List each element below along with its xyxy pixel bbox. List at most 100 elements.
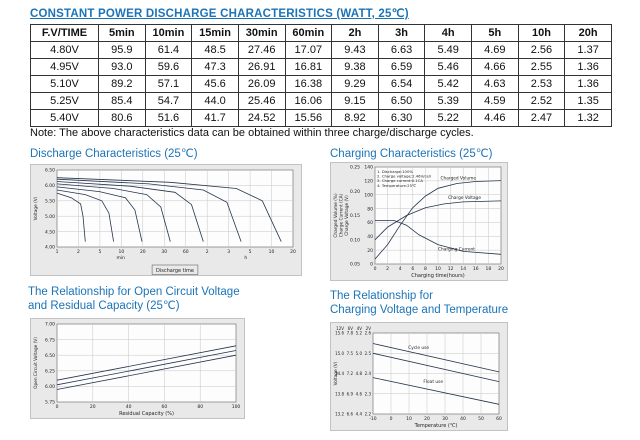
table-cell: 5.46 bbox=[424, 58, 472, 76]
svg-text:0.20: 0.20 bbox=[350, 189, 360, 195]
svg-text:6.9: 6.9 bbox=[347, 391, 354, 396]
table-row: 5.25V 85.4 54.7 44.0 25.46 16.06 9.15 6.50 5.39 4… bbox=[30, 92, 612, 110]
table-cell: 24.52 bbox=[237, 109, 286, 127]
table-cell: 26.91 bbox=[237, 58, 286, 76]
svg-text:20: 20 bbox=[290, 249, 296, 255]
svg-text:0.05: 0.05 bbox=[350, 262, 360, 268]
table-cell: 48.5 bbox=[191, 41, 239, 59]
svg-text:min: min bbox=[116, 255, 125, 261]
svg-text:20: 20 bbox=[367, 248, 373, 254]
svg-text:4.4: 4.4 bbox=[356, 412, 363, 417]
table-cell: 85.4 bbox=[98, 92, 146, 110]
table-cell: 17.07 bbox=[284, 41, 333, 59]
note-text: Note: The above characteristics data can… bbox=[30, 127, 474, 139]
svg-text:12V: 12V bbox=[336, 326, 344, 331]
svg-text:16: 16 bbox=[473, 266, 479, 272]
svg-text:10: 10 bbox=[406, 416, 412, 422]
svg-text:12: 12 bbox=[448, 266, 454, 272]
svg-text:2. Charge voltage:2.46V/cell: 2. Charge voltage:2.46V/cell bbox=[377, 174, 431, 179]
table-cell: 1.37 bbox=[564, 41, 612, 59]
table-cell: 5.42 bbox=[424, 75, 472, 93]
column-header: 4h bbox=[424, 24, 472, 42]
svg-text:6.25: 6.25 bbox=[45, 369, 55, 375]
table-cell: 9.15 bbox=[331, 92, 379, 110]
table-cell: 47.3 bbox=[191, 58, 239, 76]
svg-text:6V: 6V bbox=[348, 326, 354, 331]
column-header: 30min bbox=[237, 24, 286, 42]
table-cell: 5.49 bbox=[424, 41, 472, 59]
svg-text:10: 10 bbox=[269, 249, 275, 255]
table-cell: 9.38 bbox=[331, 58, 379, 76]
svg-text:0: 0 bbox=[374, 266, 377, 272]
table-row: 4.95V 93.0 59.6 47.3 26.91 16.81 9.38 6.59 5.46 4… bbox=[30, 58, 612, 76]
table-cell: 6.50 bbox=[377, 92, 426, 110]
svg-text:6.6: 6.6 bbox=[347, 412, 354, 417]
table-cell: 1.32 bbox=[564, 109, 612, 127]
row-header: 4.80V bbox=[30, 41, 99, 59]
table-cell: 6.30 bbox=[377, 109, 426, 127]
table-cell: 8.92 bbox=[331, 109, 379, 127]
svg-text:15.6: 15.6 bbox=[335, 331, 344, 336]
svg-text:5.75: 5.75 bbox=[45, 400, 55, 406]
svg-text:40: 40 bbox=[460, 416, 466, 422]
svg-text:Charge Voltage (V): Charge Voltage (V) bbox=[344, 195, 350, 236]
svg-text:60: 60 bbox=[183, 249, 189, 255]
svg-text:Cycle use: Cycle use bbox=[408, 345, 429, 351]
svg-text:0.15: 0.15 bbox=[350, 213, 360, 219]
svg-text:60: 60 bbox=[496, 416, 502, 422]
table-cell: 4.59 bbox=[471, 92, 519, 110]
svg-text:30: 30 bbox=[442, 416, 448, 422]
svg-text:4. Temperature:25℃: 4. Temperature:25℃ bbox=[377, 183, 416, 188]
svg-text:14.4: 14.4 bbox=[335, 371, 344, 376]
svg-text:100: 100 bbox=[364, 192, 373, 198]
heading-ocv-residual-capacity: The Relationship for Open Circuit Voltag… bbox=[28, 286, 240, 312]
table-cell: 93.0 bbox=[98, 58, 146, 76]
svg-text:7.00: 7.00 bbox=[45, 322, 55, 328]
discharge-characteristics-chart: 6.50 6.00 5.50 5.00 4.50 4.00 1 2 5 10 20 30 60 2 3 5 10… bbox=[30, 164, 302, 276]
column-header: 2h bbox=[331, 24, 379, 42]
row-header: 5.10V bbox=[30, 75, 99, 93]
svg-text:40: 40 bbox=[367, 234, 373, 240]
svg-text:6.00: 6.00 bbox=[45, 384, 55, 390]
svg-text:h: h bbox=[244, 255, 247, 261]
table-cell: 5.22 bbox=[424, 109, 472, 127]
svg-text:2.4: 2.4 bbox=[365, 371, 372, 376]
svg-text:100: 100 bbox=[232, 404, 241, 410]
table-row: 5.10V 89.2 57.1 45.6 26.09 16.38 9.29 6.54 5.42 4… bbox=[30, 75, 612, 93]
table-cell: 54.7 bbox=[144, 92, 193, 110]
table-cell: 2.56 bbox=[517, 41, 566, 59]
svg-text:Voltage (V): Voltage (V) bbox=[33, 196, 39, 220]
svg-text:5.0: 5.0 bbox=[356, 351, 363, 356]
column-header: 15min bbox=[191, 24, 239, 42]
table-cell: 1.35 bbox=[564, 92, 612, 110]
svg-text:Float use: Float use bbox=[423, 379, 443, 385]
table-cell: 41.7 bbox=[191, 109, 239, 127]
svg-text:50: 50 bbox=[478, 416, 484, 422]
svg-text:4.8: 4.8 bbox=[356, 371, 363, 376]
svg-text:6.50: 6.50 bbox=[45, 353, 55, 359]
table-cell: 6.59 bbox=[377, 58, 426, 76]
svg-text:Voltage (V): Voltage (V) bbox=[333, 361, 339, 385]
svg-text:Open Circuit Voltage (V): Open Circuit Voltage (V) bbox=[33, 337, 39, 389]
column-header: 5h bbox=[471, 24, 519, 42]
table-cell: 1.36 bbox=[564, 75, 612, 93]
table-cell: 9.29 bbox=[331, 75, 379, 93]
column-header: 10min bbox=[144, 24, 193, 42]
table-cell: 2.47 bbox=[517, 109, 566, 127]
table-cell: 89.2 bbox=[98, 75, 146, 93]
svg-text:Charging Current: Charging Current bbox=[438, 246, 475, 252]
svg-text:2V: 2V bbox=[366, 326, 372, 331]
column-header: 60min bbox=[284, 24, 333, 42]
svg-text:80: 80 bbox=[197, 404, 203, 410]
table-cell: 2.52 bbox=[517, 92, 566, 110]
svg-text:0: 0 bbox=[370, 262, 373, 268]
table-cell: 25.46 bbox=[237, 92, 286, 110]
table-cell: 59.6 bbox=[144, 58, 193, 76]
svg-text:0: 0 bbox=[390, 416, 393, 422]
row-header: 5.40V bbox=[30, 109, 99, 127]
svg-text:20: 20 bbox=[424, 416, 430, 422]
svg-text:18: 18 bbox=[486, 266, 492, 272]
charging-characteristics-chart: 140 120 100 80 60 40 20 0 0.25 0.20 0.15 0.10 0.05 0 2… bbox=[330, 162, 508, 281]
table-cell: 2.55 bbox=[517, 58, 566, 76]
svg-text:2: 2 bbox=[386, 266, 389, 272]
